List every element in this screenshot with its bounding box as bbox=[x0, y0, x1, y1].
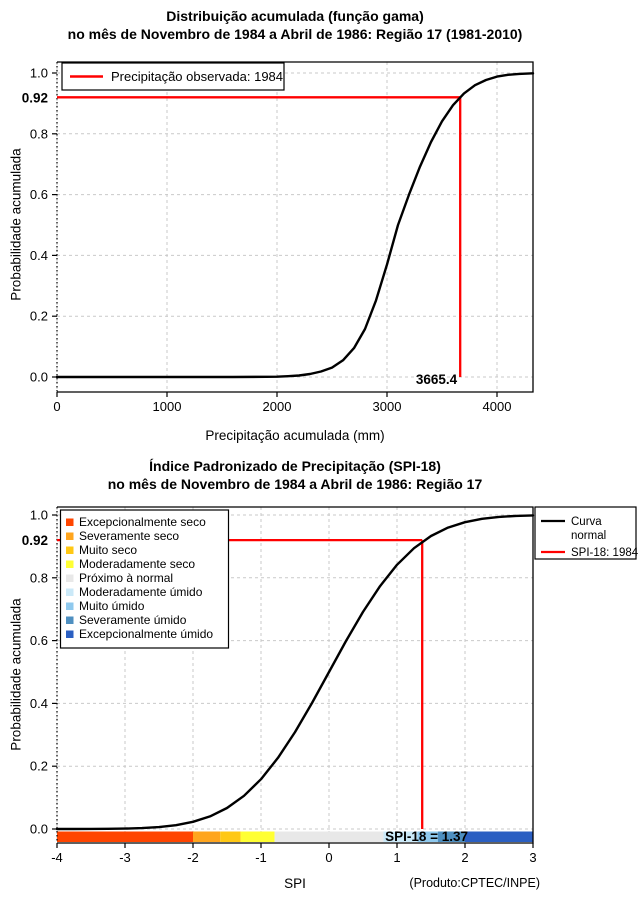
colorbar-segment bbox=[437, 831, 465, 842]
gamma-y-axis-label: Probabilidade acumulada bbox=[8, 148, 24, 301]
category-swatch bbox=[66, 630, 74, 638]
plot-border bbox=[57, 506, 534, 844]
category-label: Excepcionalmente úmido bbox=[79, 627, 213, 641]
category-swatch bbox=[66, 574, 74, 582]
category-label: Excepcionalmente seco bbox=[79, 515, 206, 529]
x-tick-label: -3 bbox=[119, 850, 131, 865]
x-tick-label: 3000 bbox=[373, 399, 402, 414]
category-swatch bbox=[66, 588, 74, 596]
category-swatch bbox=[66, 546, 74, 554]
y-tick-label: 0.2 bbox=[30, 309, 48, 324]
category-swatch bbox=[66, 532, 74, 540]
x-tick-label: 1 bbox=[393, 850, 400, 865]
y-tick-label: 1.0 bbox=[30, 508, 48, 523]
gamma-x-axis-label: Precipitação acumulada (mm) bbox=[205, 428, 385, 443]
y-tick-label: 0.8 bbox=[30, 126, 48, 141]
x-tick-label: -4 bbox=[51, 850, 63, 865]
gamma-cdf-curve bbox=[55, 72, 535, 379]
category-swatch bbox=[66, 602, 74, 610]
prob-highlight-label: 0.92 bbox=[22, 90, 48, 105]
category-label: Moderadamente seco bbox=[79, 557, 195, 571]
x-tick-label: 3 bbox=[529, 850, 536, 865]
category-label: Próximo à normal bbox=[79, 571, 173, 585]
y-tick-label: 0.6 bbox=[30, 633, 48, 648]
colorbar-segment bbox=[417, 831, 438, 842]
product-footnote: (Produto:CPTEC/INPE) bbox=[409, 876, 540, 890]
x-tick-label: -2 bbox=[187, 850, 199, 865]
category-swatch bbox=[66, 518, 74, 526]
category-swatch bbox=[66, 616, 74, 624]
x-tick-label: 2000 bbox=[263, 399, 292, 414]
spi-x-axis-label: SPI bbox=[284, 876, 306, 891]
gamma-cdf-chart: 0 1000 2000 3000 4000 0.0 0.2 0.4 0.6 0.8 1.0 0.92 3… bbox=[22, 61, 535, 414]
category-label: Muito úmido bbox=[79, 599, 145, 613]
x-tick-label: 0 bbox=[325, 850, 332, 865]
category-label: Severamente seco bbox=[79, 529, 179, 543]
spi-chart-subtitle: no mês de Novembro de 1984 a Abril de 19… bbox=[107, 476, 483, 492]
y-tick-label: 0.6 bbox=[30, 187, 48, 202]
x-tick-label: 4000 bbox=[483, 399, 512, 414]
spi-chart-title: Índice Padronizado de Precipitação (SPI-… bbox=[149, 458, 441, 474]
plot-border bbox=[57, 61, 534, 393]
y-tick-label: 0.0 bbox=[30, 822, 48, 837]
line-legend-box bbox=[534, 506, 637, 560]
spi-chart: -4 -3 -2 -1 0 1 2 3 0.0 0.2 0.4 0.6 0.8 1.0 0.92 SPI-18… bbox=[22, 506, 639, 865]
gamma-chart-title: Distribuição acumulada (função gama) bbox=[166, 8, 424, 24]
y-tick-label: 0.2 bbox=[30, 759, 48, 774]
x-tick-label: -1 bbox=[255, 850, 267, 865]
category-label: Severamente úmido bbox=[79, 613, 187, 627]
colorbar-segment bbox=[220, 831, 241, 842]
spi-y-axis-label: Probabilidade acumulada bbox=[8, 598, 24, 751]
y-tick-label: 1.0 bbox=[30, 66, 48, 81]
y-tick-label: 0.4 bbox=[30, 696, 48, 711]
legend-item-label: SPI-18: 1984 bbox=[571, 547, 639, 559]
y-tick-label: 0.8 bbox=[30, 570, 48, 585]
y-tick-label: 0.0 bbox=[30, 370, 48, 385]
category-swatch bbox=[66, 560, 74, 568]
colorbar-segment bbox=[57, 831, 193, 842]
x-tick-label: 0 bbox=[53, 399, 60, 414]
colorbar-segment bbox=[193, 831, 221, 842]
colorbar-segment bbox=[465, 831, 533, 842]
spi-value-label: SPI-18 = 1.37 bbox=[385, 829, 468, 844]
normal-cdf-curve bbox=[55, 514, 535, 831]
precip-value-label: 3665.4 bbox=[416, 372, 458, 387]
category-label: Muito seco bbox=[79, 543, 137, 557]
x-tick-label: 2 bbox=[461, 850, 468, 865]
y-tick-label: 0.4 bbox=[30, 248, 48, 263]
x-tick-label: 1000 bbox=[153, 399, 182, 414]
legend-item-label: Precipitação observada: 1984 bbox=[111, 69, 283, 84]
legend-item-label: normal bbox=[571, 530, 606, 542]
prob-highlight-label: 0.92 bbox=[22, 533, 48, 548]
gamma-chart-subtitle: no mês de Novembro de 1984 a Abril de 19… bbox=[67, 26, 523, 42]
colorbar-segment bbox=[383, 831, 418, 842]
category-legend-box bbox=[59, 509, 230, 649]
colorbar-segment bbox=[274, 831, 384, 842]
legend-item-label: Curva bbox=[571, 516, 602, 528]
category-label: Moderadamente úmido bbox=[79, 585, 203, 599]
colorbar-segment bbox=[240, 831, 275, 842]
